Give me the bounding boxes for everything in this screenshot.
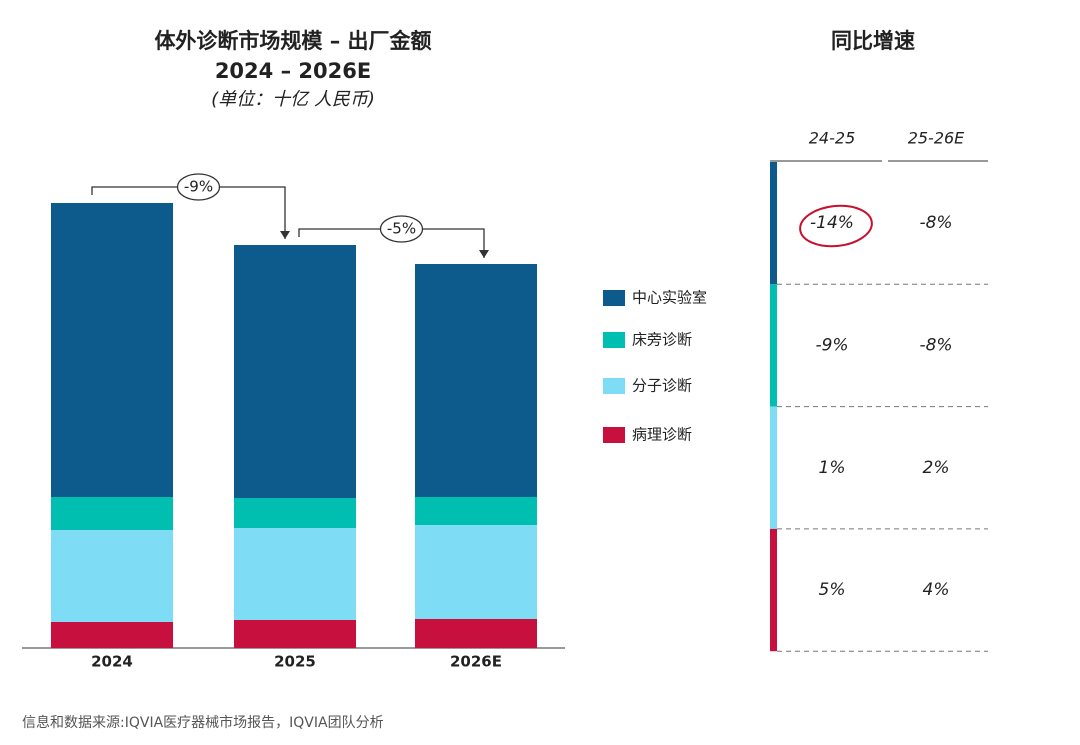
annotation-badge — [379, 215, 424, 243]
bar-segment — [234, 620, 356, 648]
column-header: 25-26E — [908, 129, 965, 148]
legend-swatch — [603, 427, 625, 443]
table-cell: -8% — [919, 213, 952, 233]
table-cell: -14% — [810, 213, 854, 233]
column-header: 24-25 — [809, 129, 856, 148]
bar-segment — [415, 619, 537, 648]
bar-segment — [51, 530, 173, 622]
bar-segment — [234, 498, 356, 528]
legend-label: 床旁诊断 — [632, 331, 692, 349]
bar-segment — [51, 497, 173, 530]
bar-segment — [415, 497, 537, 525]
annotation-arrow — [280, 231, 290, 239]
row-color-band — [770, 162, 777, 285]
legend-label: 中心实验室 — [632, 289, 707, 307]
table-cell: 2% — [923, 458, 950, 478]
bar-segment — [234, 528, 356, 620]
annotation-label: -9% — [184, 178, 213, 196]
legend-swatch — [603, 378, 625, 394]
legend-label: 病理诊断 — [632, 426, 692, 444]
legend-swatch — [603, 290, 625, 306]
table-cell: -8% — [919, 335, 952, 355]
bar-segment — [51, 622, 173, 648]
unit-label: (单位：十亿 人民币) — [211, 89, 375, 110]
source: 信息和数据来源:IQVIA医疗器械市场报告，IQVIA团队分析 — [22, 714, 384, 731]
bar-segment — [415, 525, 537, 619]
chart-subtitle: 2024 – 2026E — [215, 59, 371, 83]
row-color-band — [770, 284, 777, 407]
bar-segment — [234, 245, 356, 498]
table-cell: 5% — [819, 580, 846, 600]
row-color-band — [770, 528, 777, 652]
row-color-band — [770, 406, 777, 529]
table-title: 同比增速 — [831, 29, 915, 53]
legend-label: 分子诊断 — [632, 377, 692, 395]
x-tick-label: 2026E — [450, 653, 502, 671]
x-tick-label: 2025 — [274, 653, 316, 671]
highlight-circle — [799, 204, 873, 248]
legend-swatch — [603, 332, 625, 348]
annotation-arrow — [479, 250, 489, 258]
table-cell: -9% — [815, 335, 848, 355]
table-cell: 4% — [923, 580, 950, 600]
table-cell: 1% — [819, 458, 846, 478]
bar-segment — [415, 264, 537, 497]
chart-title: 体外诊断市场规模 – 出厂金额 — [154, 29, 431, 53]
annotation-label: -5% — [387, 220, 416, 238]
bar-segment — [51, 203, 173, 497]
x-tick-label: 2024 — [91, 653, 133, 671]
annotation-badge — [176, 173, 221, 201]
